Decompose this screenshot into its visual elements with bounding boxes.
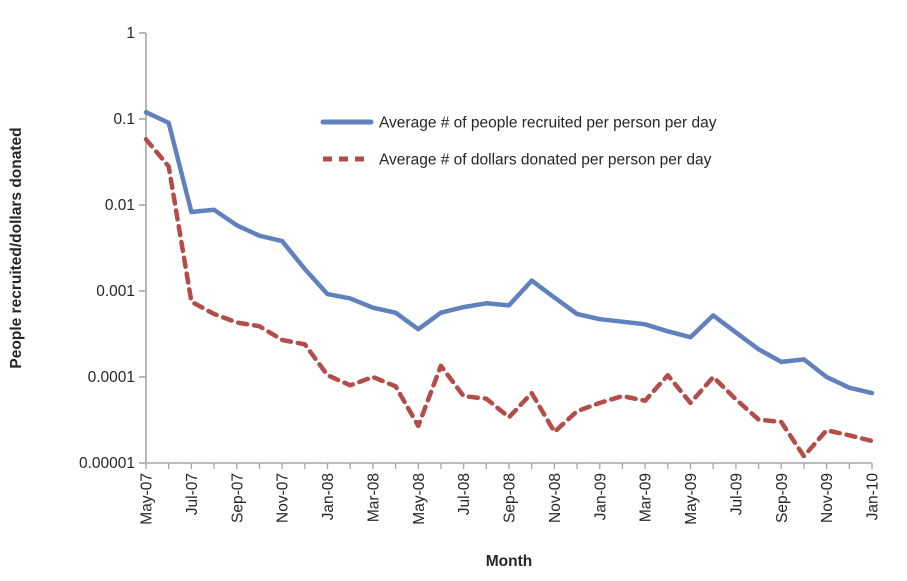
x-tick-label: Nov-09: [819, 473, 836, 523]
y-tick-label: 0.001: [96, 283, 135, 300]
series-line-1: [143, 137, 875, 459]
x-tick-label: Jul-08: [456, 473, 473, 515]
x-tick-label: Sep-08: [502, 473, 519, 523]
y-tick-label: 0.00001: [79, 455, 135, 472]
legend: Average # of people recruited per person…: [320, 115, 717, 169]
x-tick-label: Sep-09: [774, 473, 791, 523]
x-tick-label: Mar-09: [638, 473, 655, 522]
x-tick-label: May-07: [139, 473, 156, 525]
x-tick-label: Jan-08: [320, 473, 337, 520]
legend-label-dollars-donated: Average # of dollars donated per person …: [379, 152, 712, 169]
x-tick-label: Jul-07: [184, 473, 201, 515]
x-tick-label: Nov-08: [547, 473, 564, 523]
y-tick-label: 0.1: [113, 111, 135, 128]
x-tick-label: Jul-09: [728, 473, 745, 515]
x-tick-label: Jan-09: [592, 473, 609, 520]
x-tick-label: May-09: [683, 473, 700, 525]
x-tick-label: Nov-07: [275, 473, 292, 523]
x-tick-label: May-08: [411, 473, 428, 525]
series-line-0: [143, 109, 875, 396]
legend-label-people-recruited: Average # of people recruited per person…: [379, 115, 717, 132]
y-tick-label: 0.0001: [88, 369, 135, 386]
x-tick-label: Mar-08: [365, 473, 382, 522]
y-tick-label: 0.01: [105, 197, 135, 214]
x-tick-label: Sep-07: [229, 473, 246, 523]
y-axis-title: People recruited/dollars donated: [8, 127, 25, 368]
x-axis-title: Month: [486, 553, 532, 570]
y-tick-label: 1: [126, 25, 135, 42]
x-tick-label: Jan-10: [865, 473, 882, 521]
series-lines: [143, 109, 875, 459]
